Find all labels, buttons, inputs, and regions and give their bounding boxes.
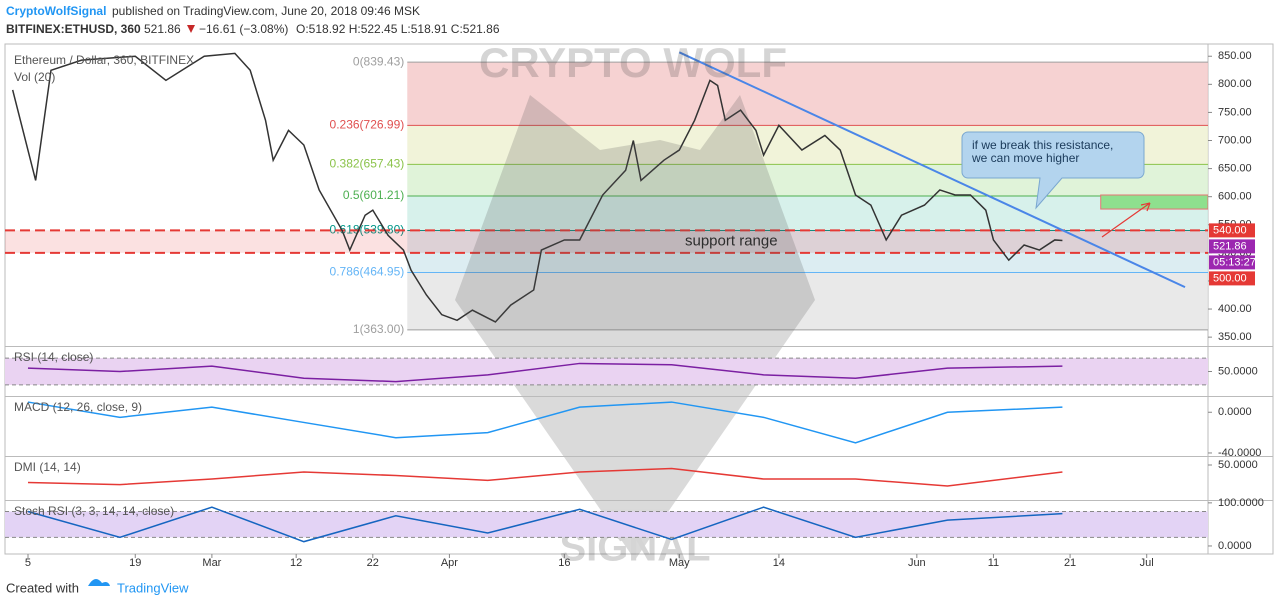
support-band	[5, 230, 1208, 253]
price-label-bg	[1209, 271, 1255, 286]
y-tick-label: 700.00	[1218, 134, 1252, 146]
x-tick-label: Apr	[441, 557, 458, 569]
x-tick-label: May	[669, 557, 690, 569]
indicator-line	[27, 401, 1063, 444]
published: published on TradingView.com, June 20, 2…	[112, 4, 420, 18]
fib-label: 0(839.43)	[353, 54, 404, 68]
x-tick-label: 16	[558, 557, 570, 569]
indicator-line	[27, 362, 1063, 383]
x-tick-label: 19	[129, 557, 141, 569]
frame	[4, 43, 1274, 555]
support-label: support range	[685, 233, 778, 250]
indicator-name: RSI (14, close)	[14, 350, 93, 364]
y-tick-label: 0.0000	[1218, 406, 1252, 418]
indicator-line	[27, 467, 1063, 487]
indicator-band	[5, 358, 1208, 385]
callout-text: if we break this resistance,	[972, 138, 1113, 152]
fib-label: 0.382(657.43)	[330, 157, 405, 171]
x-tick-label: Mar	[202, 557, 221, 569]
y-tick-label: 0.0000	[1218, 540, 1252, 552]
ohlc: O:518.92 H:522.45 L:518.91 C:521.86	[296, 22, 500, 36]
x-tick-label: 11	[988, 557, 999, 569]
author[interactable]: CryptoWolfSignal	[6, 4, 106, 18]
fib-label: 0.236(726.99)	[330, 118, 405, 132]
y-tick-label: 50.0000	[1218, 365, 1258, 377]
price-label: 500.00	[1213, 272, 1247, 284]
y-tick-label: -40.0000	[1218, 447, 1261, 459]
y-tick-label: 350.00	[1218, 331, 1252, 343]
y-tick-label: 800.00	[1218, 78, 1252, 90]
y-tick-label: 100.0000	[1218, 497, 1264, 509]
indicator-name: Stoch RSI (3, 3, 14, 14, close)	[14, 504, 174, 518]
x-tick-label: 21	[1064, 557, 1076, 569]
countdown-bg	[1209, 255, 1255, 270]
fib-label: 0.786(464.95)	[330, 265, 405, 279]
x-tick-label: Jun	[908, 557, 926, 569]
watermark-top: CRYPTO WOLF	[479, 39, 787, 86]
fib-label: 1(363.00)	[353, 322, 404, 336]
fib-band	[407, 62, 1208, 126]
brand-logo	[88, 579, 110, 586]
target-box	[1100, 194, 1208, 210]
price-label: 540.00	[1213, 224, 1247, 236]
countdown: 05:13:27	[1213, 256, 1256, 268]
indicator-name: DMI (14, 14)	[14, 460, 81, 474]
y-tick-label: 400.00	[1218, 303, 1252, 315]
pane-subtitle: Vol (20)	[14, 70, 55, 84]
x-tick-label: 5	[25, 557, 31, 569]
price-line	[11, 52, 1063, 323]
change: −16.61 (−3.08%)	[199, 22, 288, 36]
x-tick-label: 22	[367, 557, 379, 569]
indicator-line	[27, 506, 1063, 543]
y-tick-label: 50.0000	[1218, 459, 1258, 471]
callout-text: we can move higher	[971, 151, 1079, 165]
y-tick-label: 850.00	[1218, 50, 1252, 62]
fib-band	[407, 196, 1208, 231]
price-label-bg	[1209, 223, 1255, 238]
trendline	[678, 51, 1186, 289]
x-tick-label: 14	[773, 557, 785, 569]
footer-created: Created with	[6, 580, 79, 595]
down-arrow	[187, 25, 195, 33]
callout-box	[961, 131, 1145, 210]
fib-label: 0.5(601.21)	[343, 188, 404, 202]
arrow	[1101, 202, 1151, 238]
last-price: 521.86	[144, 22, 181, 36]
symbol: BITFINEX:ETHUSD, 360	[6, 22, 141, 36]
price-label-bg	[1209, 239, 1255, 254]
price-pane: 0(839.43) 0.236(726.99) 0.382(657.43) 0.5(6…	[5, 51, 1208, 336]
indicator-name: MACD (12, 26, close, 9)	[14, 400, 142, 414]
y-tick-label: 600.00	[1218, 191, 1252, 203]
y-tick-label: 650.00	[1218, 163, 1252, 175]
x-tick-label: Jul	[1140, 557, 1154, 569]
x-tick-label: 12	[290, 557, 302, 569]
wolf-shape	[455, 95, 815, 560]
indicator-band	[5, 511, 1208, 538]
price-label: 521.86	[1213, 240, 1247, 252]
fib-band	[407, 272, 1208, 330]
y-tick-label: 750.00	[1218, 106, 1252, 118]
footer-brand[interactable]: TradingView	[117, 580, 189, 595]
pane-title: Ethereum / Dollar, 360, BITFINEX	[14, 53, 194, 67]
